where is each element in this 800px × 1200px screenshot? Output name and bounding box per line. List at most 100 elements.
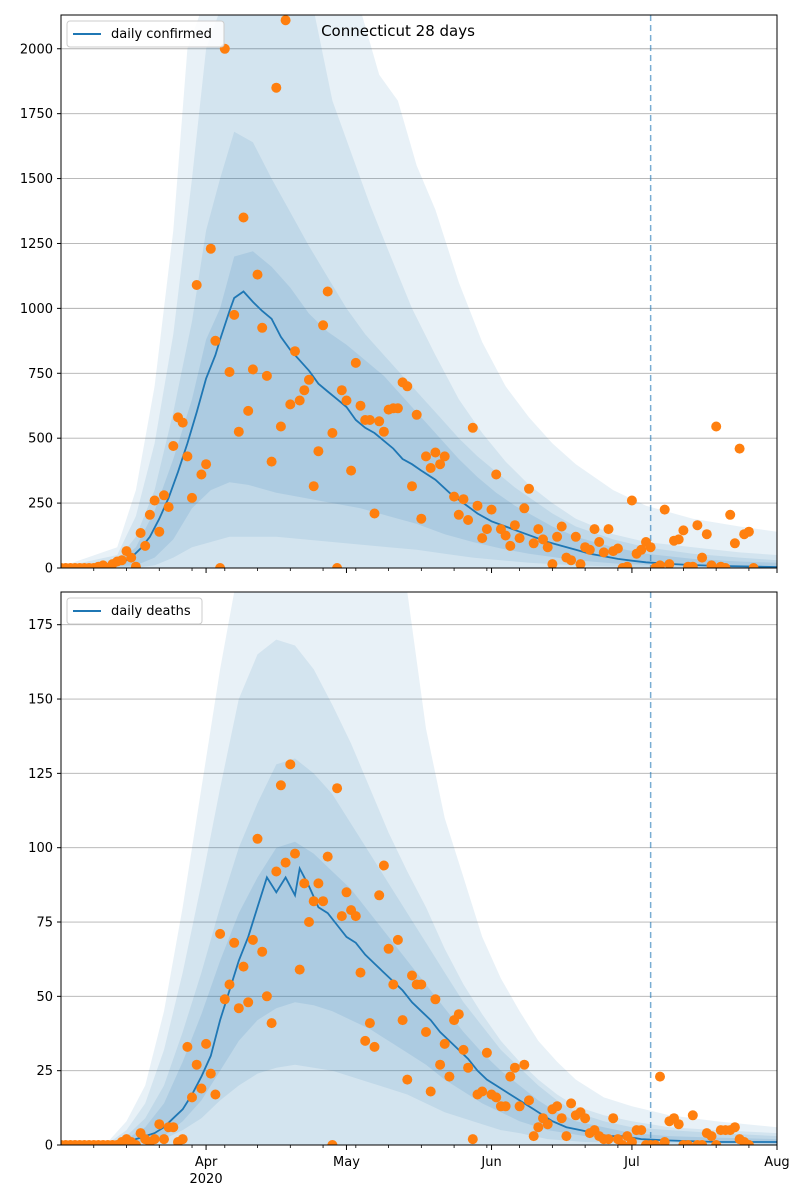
observed-point [505,1071,516,1082]
observed-point [233,1003,244,1014]
observed-point [346,465,357,476]
uncertainty-band-inner [61,251,777,568]
observed-point [481,524,492,535]
x-tick-sublabel: 2020 [190,1172,223,1187]
observed-point [421,1027,431,1037]
y-tick-label: 2000 [20,42,53,57]
y-tick-label: 150 [28,693,53,708]
y-tick-label: 1750 [20,107,53,122]
observed-point [257,946,268,957]
observed-point [425,463,436,473]
observed-point [566,555,577,566]
observed-point [650,1140,661,1145]
observed-point [140,540,151,551]
y-tick-label: 500 [28,432,53,447]
chart-title: Connecticut 28 days [321,22,475,40]
daily-confirmed-panel: 0 250 500 750 1000 1250 1500 1750 2000 daily conf… [20,14,778,577]
observed-point [617,1140,628,1145]
observed-point [252,269,263,280]
observed-point [729,1122,740,1133]
observed-point [177,1134,188,1145]
observed-point [130,561,141,568]
observed-point [238,212,249,223]
observed-point [341,395,352,406]
observed-point [636,544,647,555]
x-tick-label: Jul [623,1155,640,1170]
observed-point [229,937,240,948]
y-tick-label: 750 [28,367,53,382]
observed-point [467,422,478,433]
observed-point [697,1140,708,1145]
observed-point [725,509,736,520]
observed-point [467,1134,478,1145]
observed-point [430,447,441,458]
observed-point [402,1074,413,1085]
observed-point [187,1092,197,1103]
model-median-line [61,290,777,568]
observed-point [149,1134,160,1145]
observed-point [552,1101,563,1112]
observed-point [594,537,605,547]
observed-point [369,508,380,519]
observed-point [201,459,212,470]
observed-point [388,979,399,990]
observed-point [453,509,464,520]
observed-point [322,286,333,297]
observed-point [580,1113,591,1124]
observed-point [397,1015,408,1026]
observed-point [271,866,282,877]
observed-point [168,1122,179,1133]
observed-point [598,547,609,558]
observed-point [201,1038,212,1049]
observed-point [533,1122,544,1133]
observed-point [308,481,319,492]
observed-point [168,441,179,451]
observed-point [430,994,441,1005]
observed-point [233,426,244,437]
observed-point [566,1098,577,1109]
y-tick-label: 25 [36,1064,53,1079]
observed-point [491,469,502,480]
observed-point [210,1089,221,1100]
observed-point [182,451,193,462]
observed-point [407,481,417,492]
observed-point [219,994,230,1005]
observed-point [280,857,291,868]
observed-point [369,1041,380,1052]
observed-point [589,524,600,535]
observed-point [299,385,310,396]
observed-point [655,1071,665,1082]
observed-point [350,357,361,368]
observed-point [154,1119,165,1130]
observed-point [678,525,689,536]
observed-point [285,759,296,770]
observed-point [729,538,740,549]
observed-point [458,1044,469,1055]
observed-point [318,896,329,907]
observed-point [243,405,254,416]
observed-point [285,399,296,410]
observed-point [626,495,637,506]
observed-point [392,934,403,945]
observed-point [706,1131,717,1142]
observed-point [626,1137,637,1145]
observed-point [514,533,525,544]
observed-point [743,526,754,537]
observed-point [673,1119,684,1130]
observed-point [449,491,460,502]
observed-point [519,1059,530,1070]
observed-point [383,943,394,954]
observed-point [205,1068,216,1079]
observed-point [224,979,235,990]
y-tick-label: 125 [28,767,53,782]
x-tick-label: Apr [195,1155,218,1170]
observed-point [196,469,207,480]
observed-point [439,1038,450,1049]
observed-point [687,561,698,568]
observed-point [130,1140,141,1145]
observed-point [313,446,324,457]
observed-point [238,961,249,972]
observed-point [528,538,539,549]
observed-point [304,374,314,385]
